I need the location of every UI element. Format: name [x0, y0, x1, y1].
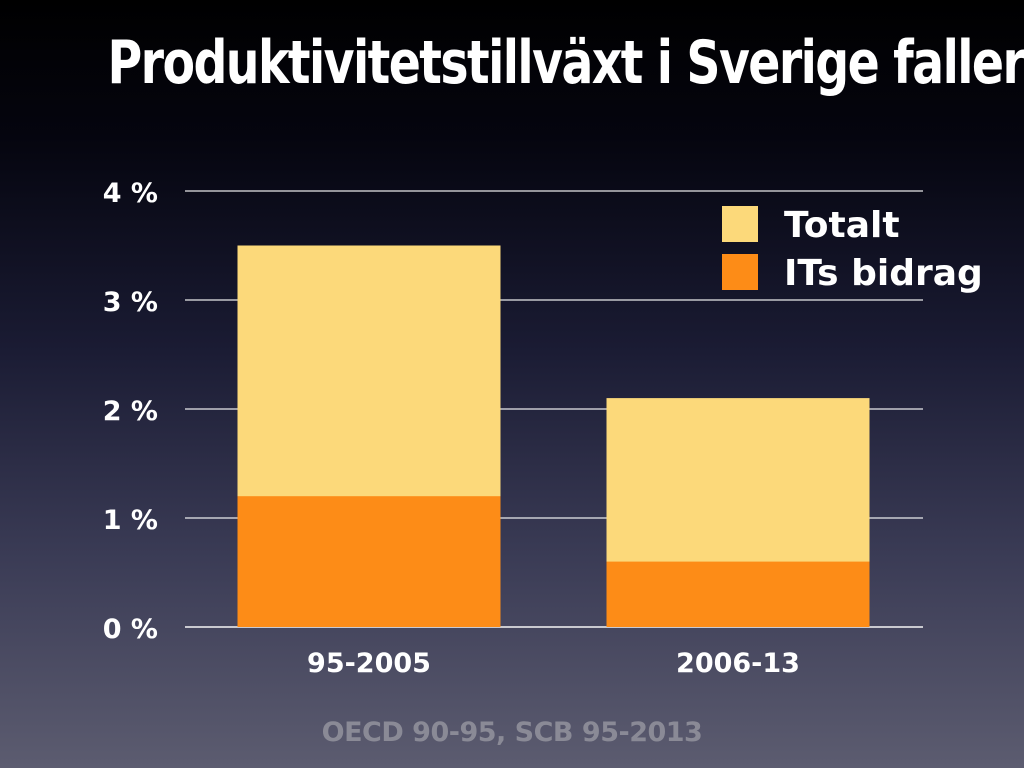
- legend: Totalt ITs bidrag: [722, 205, 983, 294]
- x-tick-label: 95-2005: [307, 648, 431, 679]
- legend-swatch-its-bidrag: [722, 254, 758, 290]
- y-tick-label: 4 %: [103, 178, 158, 209]
- bar-its-bidrag: [237, 496, 501, 627]
- x-axis-ticks: 95-2005 2006-13: [307, 648, 800, 679]
- legend-label: Totalt: [784, 205, 900, 246]
- x-tick-label: 2006-13: [676, 648, 800, 679]
- y-tick-label: 3 %: [103, 287, 158, 318]
- y-tick-label: 1 %: [103, 505, 158, 536]
- legend-swatch-totalt: [722, 206, 758, 242]
- y-axis-ticks: 0 % 1 % 2 % 3 % 4 %: [103, 178, 158, 645]
- page-title: Produktivitetstillväxt i Sverige faller: [107, 28, 1024, 98]
- bar-its-bidrag: [606, 561, 870, 627]
- bars: [237, 245, 870, 627]
- legend-label: ITs bidrag: [784, 253, 983, 294]
- source-note: OECD 90-95, SCB 95-2013: [321, 717, 703, 748]
- y-tick-label: 2 %: [103, 396, 158, 427]
- y-tick-label: 0 %: [103, 614, 158, 645]
